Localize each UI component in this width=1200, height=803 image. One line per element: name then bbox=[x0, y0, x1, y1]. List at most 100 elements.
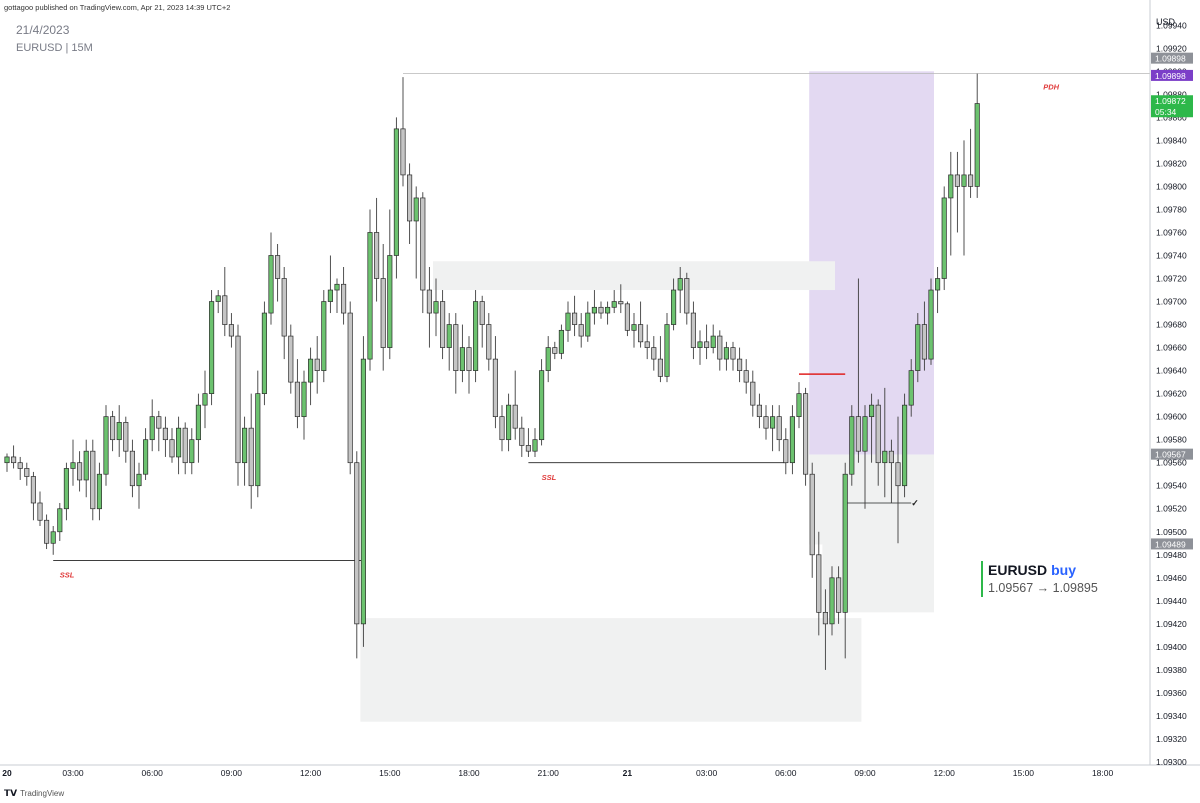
candle bbox=[24, 462, 30, 486]
candle bbox=[921, 301, 927, 371]
y-tick-label: 1.09720 bbox=[1156, 274, 1187, 284]
candle bbox=[928, 278, 934, 365]
x-tick-label: 20 bbox=[2, 768, 12, 778]
candle-body bbox=[195, 404, 201, 441]
candle-body bbox=[393, 128, 399, 256]
candle bbox=[261, 301, 267, 406]
candle-body bbox=[149, 416, 155, 441]
candle bbox=[750, 370, 756, 417]
y-tick-label: 1.09340 bbox=[1156, 711, 1187, 721]
candle-body bbox=[915, 324, 921, 371]
candle-body bbox=[341, 283, 347, 314]
candle bbox=[83, 439, 89, 498]
candle bbox=[638, 301, 644, 348]
candle bbox=[849, 405, 855, 486]
candle-body bbox=[367, 232, 373, 360]
candle-body bbox=[770, 416, 776, 429]
candle-body bbox=[374, 232, 380, 279]
candle-body bbox=[77, 462, 83, 481]
candle bbox=[684, 272, 690, 325]
candle bbox=[255, 370, 261, 498]
x-tick-label: 12:00 bbox=[300, 768, 322, 778]
candle-body bbox=[822, 612, 828, 625]
candle bbox=[809, 462, 815, 578]
price-label-green bbox=[1151, 95, 1193, 118]
candle-body bbox=[479, 301, 485, 325]
candle bbox=[189, 428, 195, 475]
candle-body bbox=[519, 427, 525, 446]
candle-body bbox=[4, 456, 10, 464]
y-tick-label: 1.09620 bbox=[1156, 389, 1187, 399]
chart-date-label: 21/4/2023 bbox=[16, 23, 70, 37]
y-tick-label: 1.09740 bbox=[1156, 250, 1187, 260]
x-tick-label: 18:00 bbox=[458, 768, 480, 778]
candle bbox=[611, 290, 617, 314]
x-tick-label: 03:00 bbox=[62, 768, 84, 778]
candle bbox=[294, 359, 300, 429]
candle-body bbox=[882, 450, 888, 464]
candle-body bbox=[664, 324, 670, 377]
candle-body bbox=[895, 462, 901, 487]
candle bbox=[532, 428, 538, 457]
candle bbox=[671, 278, 677, 331]
candle-body bbox=[222, 295, 228, 325]
y-tick-label: 1.09380 bbox=[1156, 665, 1187, 675]
candle bbox=[862, 405, 868, 509]
published-by-text: gottagoo published on TradingView.com, A… bbox=[4, 3, 231, 12]
tradingview-footer[interactable]: 𝗧𝗩 TradingView bbox=[4, 788, 64, 799]
candle bbox=[605, 301, 611, 325]
candle-body bbox=[908, 370, 914, 406]
candle bbox=[888, 439, 894, 503]
y-tick-label: 1.09540 bbox=[1156, 481, 1187, 491]
zone-gray-2 bbox=[360, 618, 862, 722]
candle-body bbox=[44, 519, 50, 544]
candle bbox=[664, 313, 670, 383]
x-tick-label: 06:00 bbox=[142, 768, 164, 778]
candle-body bbox=[756, 404, 762, 418]
y-tick-label: 1.09760 bbox=[1156, 227, 1187, 237]
candle-body bbox=[862, 416, 868, 452]
candle bbox=[314, 336, 320, 394]
x-tick-label: 18:00 bbox=[1092, 768, 1114, 778]
candle bbox=[17, 456, 23, 480]
candle-body bbox=[354, 462, 360, 625]
candle bbox=[710, 324, 716, 354]
candle bbox=[110, 410, 116, 452]
time-axis[interactable]: 20 03:00 06:00 09:00 12:00 15:00 18:00 21:00 21 0… bbox=[2, 768, 1113, 778]
candle bbox=[11, 445, 17, 469]
trade-signal-box: EURUSD buy 1.09567 → 1.09895 bbox=[981, 561, 1098, 597]
chart-symbol-label[interactable]: EURUSD | 15M bbox=[16, 42, 93, 54]
candle bbox=[591, 290, 597, 325]
candle bbox=[90, 439, 96, 521]
price-label-text: 1.09898 bbox=[1155, 71, 1186, 81]
candle bbox=[644, 324, 650, 360]
candle-body bbox=[539, 370, 545, 441]
candle bbox=[822, 589, 828, 670]
candle-body bbox=[803, 393, 809, 475]
bar-countdown-text: 05:34 bbox=[1155, 107, 1177, 117]
candle-body bbox=[123, 422, 129, 452]
price-axis[interactable]: 1.099401.099201.099001.098801.098601.098… bbox=[1156, 20, 1187, 767]
candle bbox=[459, 324, 465, 383]
y-tick-label: 1.09420 bbox=[1156, 619, 1187, 629]
candle-body bbox=[928, 289, 934, 360]
candles-layer bbox=[4, 73, 980, 670]
candle-body bbox=[433, 301, 439, 314]
candle bbox=[30, 471, 36, 521]
candle bbox=[690, 301, 696, 360]
candle bbox=[624, 301, 630, 337]
candle-body bbox=[255, 393, 261, 487]
candle bbox=[407, 163, 413, 244]
candle bbox=[341, 267, 347, 325]
candle bbox=[235, 324, 241, 486]
candle bbox=[915, 313, 921, 383]
candle-body bbox=[189, 439, 195, 464]
candle bbox=[136, 462, 142, 509]
candle bbox=[789, 405, 795, 475]
candle bbox=[895, 416, 901, 544]
tradingview-logo-icon: 𝗧𝗩 bbox=[4, 788, 18, 798]
price-label-text: 1.09872 bbox=[1155, 96, 1186, 106]
candle bbox=[77, 451, 83, 492]
